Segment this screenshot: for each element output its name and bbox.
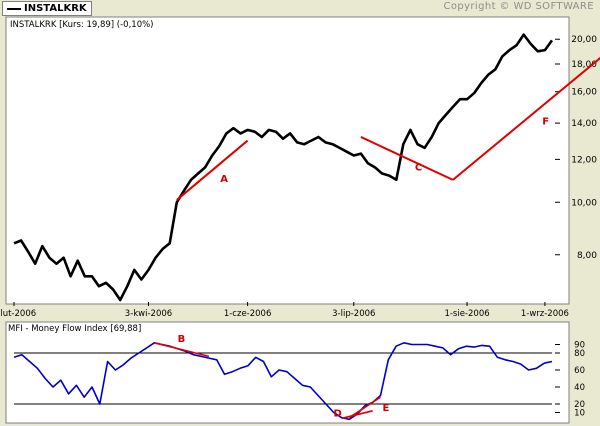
mfi-trendlines: B D E	[154, 334, 389, 420]
price-x-tick-label: 1-lut-2006	[0, 309, 36, 319]
trendline-label-F: F	[542, 117, 549, 128]
price-y-tick-label: 12,00	[571, 155, 597, 165]
price-panel-title: INSTALKRK [Kurs: 19,89] (-0,10%)	[10, 20, 154, 30]
ticker-legend[interactable]: INSTALKRK	[2, 1, 92, 16]
mfi-y-tick-label: 60	[574, 366, 585, 376]
price-y-tick-label: 20,00	[571, 35, 597, 45]
mfi-trendline-label-E: E	[382, 403, 389, 414]
mfi-trendline-label-D: D	[333, 408, 341, 419]
mfi-trendline-E	[348, 396, 381, 419]
price-y-tick-label: 8,00	[577, 251, 597, 261]
top-bar: INSTALKRK Copyright © WD SOFTWARE	[0, 0, 600, 16]
price-y-tick-label: 18,00	[571, 60, 597, 70]
mfi-y-tick-label: 80	[574, 349, 585, 359]
price-trendlines: A C F	[176, 56, 600, 201]
price-x-tick-label: 1-wrz-2006	[521, 309, 569, 319]
trendline-C	[360, 136, 454, 181]
price-panel	[5, 16, 570, 305]
mfi-y-tick-label: 90	[574, 341, 585, 351]
trendline-label-C: C	[415, 162, 422, 173]
ticker-label: INSTALKRK	[24, 3, 87, 14]
mfi-y-tick-label: 40	[574, 383, 585, 393]
trendline-A	[176, 139, 249, 201]
price-x-tick-label: 1-cze-2006	[224, 309, 272, 319]
legend-line-swatch	[7, 7, 21, 10]
price-series-line	[13, 33, 554, 302]
price-x-tick-label: 1-sie-2006	[444, 309, 489, 319]
price-x-tick-label: 3-lip-2006	[332, 309, 375, 319]
mfi-level-lines	[14, 352, 552, 405]
mfi-series-line	[13, 341, 553, 421]
mfi-y-tick-label: 10	[574, 409, 585, 419]
price-x-tick-label: 3-kwi-2006	[125, 309, 172, 319]
mfi-y-tick-label: 20	[574, 400, 585, 410]
trendline-label-A: A	[220, 174, 228, 185]
price-y-tick-label: 14,00	[571, 119, 597, 129]
mfi-panel-title: MFI - Money Flow Index [69,88]	[8, 324, 141, 334]
price-y-axis: 8,00 10,00 12,00 14,00 16,00 18,00 20,00	[555, 35, 597, 261]
copyright-text: Copyright © WD SOFTWARE	[443, 1, 594, 12]
mfi-trendline-label-B: B	[178, 334, 186, 345]
price-x-axis: 1-lut-2006 3-kwi-2006 1-cze-2006 3-lip-2006…	[0, 302, 569, 319]
mfi-trendline-D	[341, 410, 373, 420]
trendline-F	[452, 56, 600, 181]
price-y-tick-label: 10,00	[571, 198, 597, 208]
mfi-trendline-B	[154, 342, 210, 358]
price-y-tick-label: 16,00	[571, 88, 597, 98]
